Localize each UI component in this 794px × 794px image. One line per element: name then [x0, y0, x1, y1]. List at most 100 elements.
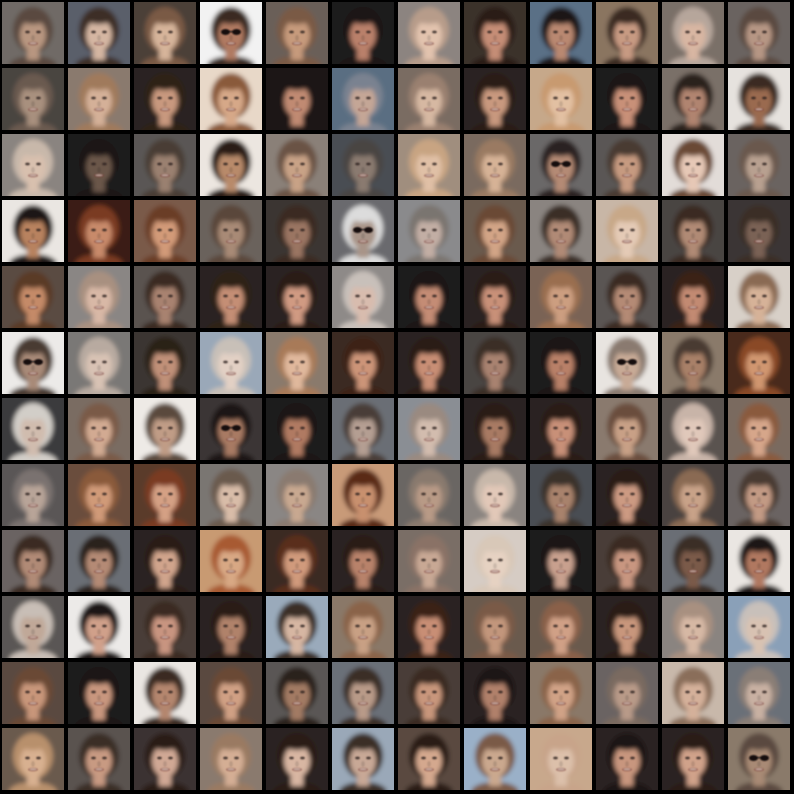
- face-sample: [68, 332, 130, 394]
- face-sample: [2, 134, 64, 196]
- face-sample-image: [596, 68, 658, 130]
- face-sample-image: [398, 200, 460, 262]
- face-sample-image: [332, 332, 394, 394]
- face-sample: [728, 530, 790, 592]
- face-sample-image: [68, 134, 130, 196]
- face-sample: [200, 200, 262, 262]
- face-sample-image: [2, 596, 64, 658]
- face-sample: [134, 332, 196, 394]
- face-sample: [464, 398, 526, 460]
- face-sample-image: [134, 728, 196, 790]
- face-sample: [266, 266, 328, 328]
- face-sample: [728, 662, 790, 724]
- face-sample: [398, 2, 460, 64]
- face-sample-image: [2, 662, 64, 724]
- face-sample: [134, 596, 196, 658]
- face-sample-image: [530, 200, 592, 262]
- face-sample: [398, 530, 460, 592]
- face-sample-image: [2, 530, 64, 592]
- face-sample-image: [398, 2, 460, 64]
- face-sample-image: [728, 728, 790, 790]
- face-sample-image: [134, 266, 196, 328]
- face-sample: [464, 596, 526, 658]
- face-sample: [134, 68, 196, 130]
- face-sample: [200, 728, 262, 790]
- face-sample-image: [200, 134, 262, 196]
- face-sample-image: [662, 530, 724, 592]
- face-sample-image: [596, 200, 658, 262]
- face-sample-image: [398, 530, 460, 592]
- face-sample-image: [266, 266, 328, 328]
- face-sample-image: [530, 596, 592, 658]
- face-sample: [398, 398, 460, 460]
- face-sample-image: [596, 530, 658, 592]
- face-sample: [596, 68, 658, 130]
- face-sample: [2, 530, 64, 592]
- face-sample-image: [596, 266, 658, 328]
- face-sample: [134, 728, 196, 790]
- face-sample: [200, 596, 262, 658]
- face-sample-image: [662, 662, 724, 724]
- face-sample-image: [530, 464, 592, 526]
- face-sample-image: [728, 398, 790, 460]
- face-sample: [662, 266, 724, 328]
- face-sample: [332, 332, 394, 394]
- face-sample-image: [68, 398, 130, 460]
- face-sample: [332, 200, 394, 262]
- face-sample: [134, 200, 196, 262]
- face-sample: [266, 200, 328, 262]
- face-sample: [2, 332, 64, 394]
- face-sample-image: [266, 134, 328, 196]
- face-sample: [530, 332, 592, 394]
- face-sample-image: [68, 728, 130, 790]
- face-sample-image: [68, 68, 130, 130]
- face-sample: [662, 530, 724, 592]
- face-sample-image: [200, 464, 262, 526]
- face-sample: [2, 662, 64, 724]
- face-sample: [398, 728, 460, 790]
- face-sample-image: [332, 464, 394, 526]
- face-sample: [332, 68, 394, 130]
- face-sample-image: [68, 464, 130, 526]
- face-sample-image: [596, 596, 658, 658]
- face-sample-image: [728, 662, 790, 724]
- face-sample: [596, 728, 658, 790]
- face-sample-image: [200, 530, 262, 592]
- face-sample: [398, 332, 460, 394]
- face-sample-image: [332, 134, 394, 196]
- face-sample-image: [332, 266, 394, 328]
- face-sample-image: [266, 596, 328, 658]
- face-sample-image: [266, 200, 328, 262]
- face-sample-image: [68, 332, 130, 394]
- face-sample: [728, 68, 790, 130]
- face-sample-image: [2, 332, 64, 394]
- face-sample-image: [728, 2, 790, 64]
- face-sample-image: [662, 332, 724, 394]
- face-sample-image: [266, 464, 328, 526]
- face-sample-image: [728, 464, 790, 526]
- face-sample: [332, 596, 394, 658]
- face-sample: [332, 266, 394, 328]
- face-sample: [596, 398, 658, 460]
- face-sample: [134, 2, 196, 64]
- face-sample: [464, 134, 526, 196]
- face-sample-image: [398, 662, 460, 724]
- face-sample: [68, 398, 130, 460]
- face-sample: [398, 266, 460, 328]
- face-sample-image: [464, 596, 526, 658]
- face-sample-image: [68, 530, 130, 592]
- face-sample-image: [134, 332, 196, 394]
- face-sample: [68, 68, 130, 130]
- face-sample: [266, 398, 328, 460]
- face-sample-image: [662, 68, 724, 130]
- face-sample: [464, 68, 526, 130]
- face-sample-image: [596, 332, 658, 394]
- face-sample-image: [464, 398, 526, 460]
- face-sample: [398, 596, 460, 658]
- face-sample-image: [464, 530, 526, 592]
- face-sample: [68, 266, 130, 328]
- face-sample-image: [68, 200, 130, 262]
- face-sample-image: [2, 68, 64, 130]
- face-sample: [662, 68, 724, 130]
- face-sample-image: [200, 728, 262, 790]
